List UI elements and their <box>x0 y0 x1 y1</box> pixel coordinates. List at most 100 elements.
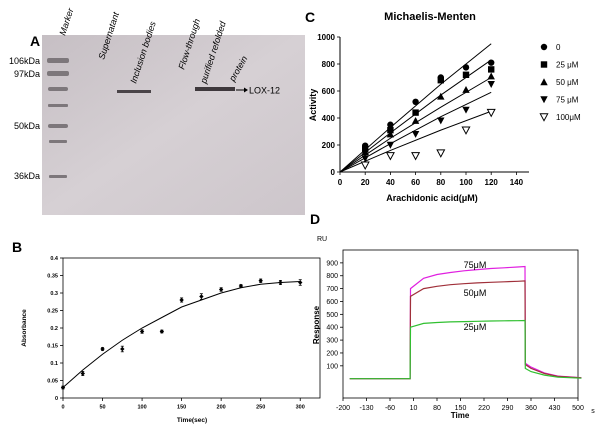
x-tick-label: 430 <box>549 405 561 412</box>
x-tick-label: 500 <box>572 405 584 412</box>
marker <box>298 280 303 285</box>
x-tick-label: 0 <box>338 178 343 187</box>
marker <box>436 149 446 158</box>
x-tick-label: 120 <box>485 178 499 187</box>
marker <box>437 117 445 125</box>
fit-line <box>339 110 492 173</box>
panel-letter: C <box>305 9 315 25</box>
band-label: LOX-12 <box>249 86 280 96</box>
y-tick-label: 0.4 <box>50 256 59 262</box>
marker <box>258 278 263 283</box>
marker <box>361 148 369 155</box>
legend-marker <box>540 78 548 86</box>
y-tick-label: 600 <box>322 87 336 96</box>
y-tick-label: 0.35 <box>47 273 58 279</box>
x-tick-label: 50 <box>99 405 105 411</box>
series-line <box>349 280 582 380</box>
panel-letter: B <box>12 239 22 255</box>
x-tick-label: 100 <box>137 405 146 411</box>
y-tick-label: 0.3 <box>50 291 58 297</box>
marker <box>412 98 419 106</box>
y-axis-label: Activity <box>308 89 318 122</box>
legend-label: 25 μM <box>556 61 579 70</box>
series-label: 25μM <box>464 322 487 332</box>
y-tick-label: 700 <box>326 286 338 293</box>
marker <box>386 130 395 138</box>
y-tick-label: 200 <box>326 350 338 357</box>
y-tick-label: 0.25 <box>47 308 58 314</box>
marker <box>179 297 184 303</box>
x-axis-label: Arachidonic acid(μM) <box>386 193 478 203</box>
marker <box>360 161 370 171</box>
y-tick-label: 1000 <box>317 33 335 42</box>
x-tick-label: 0 <box>61 405 64 411</box>
y-tick-label: 0.1 <box>50 361 58 367</box>
marker <box>199 294 204 299</box>
y-tick-label: 900 <box>326 260 338 267</box>
x-tick-label: 250 <box>256 405 265 411</box>
y-tick-label: 100 <box>326 363 338 370</box>
marker <box>139 329 145 334</box>
y-tick-label: 400 <box>326 325 338 332</box>
x-tick-label: 150 <box>177 405 186 411</box>
x-tick-label: 100 <box>459 178 473 187</box>
marker <box>411 152 421 161</box>
marker <box>120 346 125 352</box>
y-axis-label: Response <box>312 305 321 344</box>
chart: 0 0.05 0.1 0.15 0.2 0.25 0.3 0.35 0.4 0 50 100 150 20… <box>12 239 321 424</box>
chart: 100 200 300 400 500 600 700 800 900 -200 -130 -60 10… <box>310 211 595 420</box>
band <box>195 87 235 91</box>
y-tick-label: 800 <box>322 60 336 69</box>
marker <box>385 152 395 161</box>
x-axis-label: Time(sec) <box>177 417 207 424</box>
marker <box>486 108 496 118</box>
fit-curve <box>62 280 301 388</box>
marker <box>487 72 495 80</box>
legend-label: 100μM <box>556 113 581 122</box>
y-tick-label: 400 <box>322 114 336 123</box>
marker <box>218 287 224 292</box>
marker-label: 50kDa <box>14 121 40 131</box>
marker-label: 106kDa <box>9 56 40 66</box>
lane-label: Marker <box>57 6 75 37</box>
x-tick-label: -130 <box>359 405 373 412</box>
panel-letter: A <box>30 33 40 49</box>
y-axis-label: Absorbance <box>21 309 28 347</box>
marker <box>437 77 444 84</box>
y-tick-label: 0 <box>55 396 58 402</box>
marker <box>487 81 495 88</box>
x-tick-label: 140 <box>510 178 524 187</box>
marker <box>462 85 470 93</box>
y-tick-label: 0 <box>331 168 336 177</box>
gel <box>42 35 305 215</box>
y-tick-label: 0.15 <box>47 343 58 349</box>
x-tick-label: 20 <box>361 178 370 187</box>
x-tick-label: 290 <box>502 405 514 412</box>
marker <box>411 117 420 124</box>
marker <box>411 131 420 138</box>
y-unit: RU <box>317 236 327 243</box>
marker <box>361 155 369 163</box>
x-tick-label: 80 <box>436 178 445 187</box>
legend-marker <box>539 113 549 122</box>
marker <box>462 64 470 71</box>
x-tick-label: 60 <box>411 178 420 187</box>
x-tick-label: 300 <box>296 405 305 411</box>
marker <box>387 126 394 134</box>
legend-marker <box>540 43 548 51</box>
x-unit: s <box>591 408 595 415</box>
panel-letter: D <box>310 211 320 227</box>
marker <box>80 371 85 376</box>
y-tick-label: 300 <box>326 338 338 345</box>
arrow-head <box>244 87 248 93</box>
legend-label: 0 <box>556 43 561 52</box>
plot-frame <box>342 249 579 399</box>
series-line <box>349 319 582 380</box>
y-tick-label: 800 <box>326 273 338 280</box>
marker-label: 36kDa <box>14 171 40 181</box>
x-tick-label: 150 <box>455 405 467 412</box>
legend-label: 75 μM <box>556 96 579 105</box>
x-tick-label: 10 <box>410 405 418 412</box>
y-tick-label: 0.05 <box>47 378 58 384</box>
